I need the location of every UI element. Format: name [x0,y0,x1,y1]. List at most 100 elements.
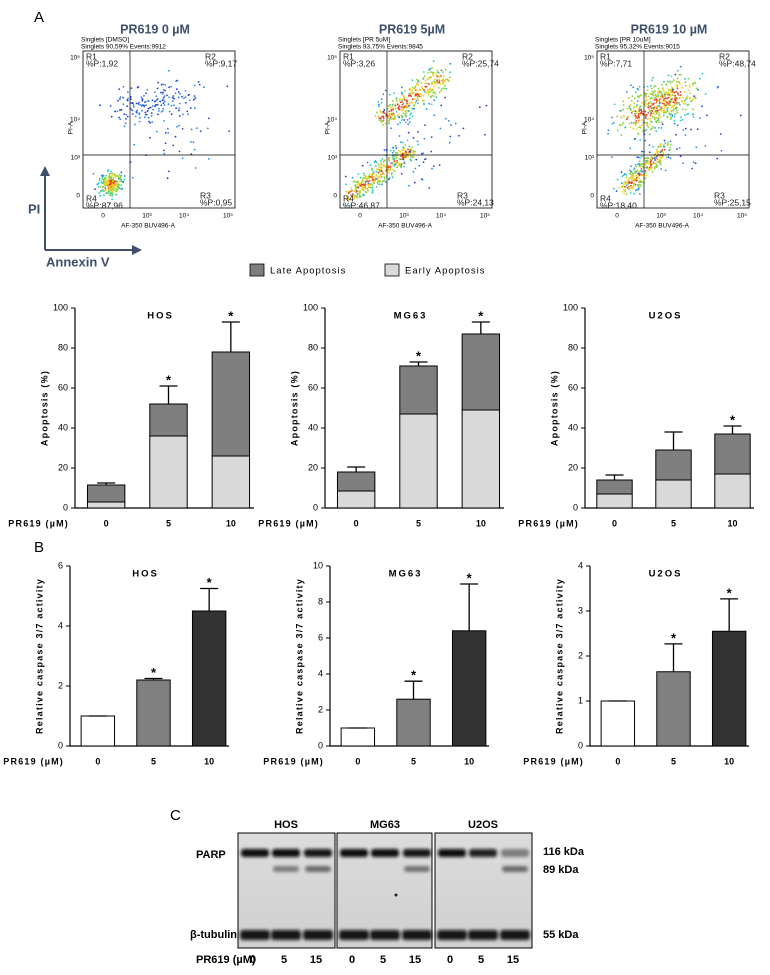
event-dot [624,185,626,188]
event-dot [160,83,163,86]
event-dot [141,109,143,112]
event-dot [706,114,708,117]
event-dot [652,97,654,100]
event-dot [181,127,184,130]
event-dot [631,171,633,174]
gate-label: Singlets [PR 10uM] [595,37,651,44]
event-dot [646,85,649,88]
event-dot [660,168,663,170]
event-dot [408,184,410,187]
event-dot [629,104,632,106]
event-dot [655,105,658,108]
bar [396,698,431,747]
event-dot [203,86,205,89]
event-dot [640,124,643,126]
event-dot [679,155,682,158]
event-dot [207,158,210,160]
event-dot [429,67,432,70]
event-dot [104,177,106,179]
event-dot [378,166,380,168]
event-dot [656,158,659,161]
event-dot [621,190,624,193]
event-dot [106,185,109,188]
event-dot [681,118,684,121]
event-dot [168,86,171,89]
event-dot [637,132,639,135]
y-axis-label: Relative caspase 3/7 activity [554,578,564,734]
event-dot [624,180,627,183]
event-dot [657,90,659,93]
event-dot [171,96,174,99]
event-dot [652,145,654,148]
y-tick-label: 0 [573,502,578,512]
event-dot [651,110,654,112]
event-dot [420,81,423,84]
event-dot [665,91,668,94]
event-dot [371,191,374,193]
event-dot [442,83,444,85]
y-tick-label: 4 [578,560,583,570]
event-dot [131,109,134,112]
significance-mark: * [207,575,213,590]
event-dot [644,129,647,132]
event-dot [410,101,412,104]
event-dot [178,109,180,112]
bar-segment [336,471,376,492]
event-dot [628,179,630,182]
y-tick-label: 20 [568,462,578,472]
event-dot [380,160,382,162]
event-dot [676,86,679,88]
event-dot [424,85,427,88]
x-tick-label: 5 [416,518,421,528]
event-dot [398,98,401,101]
event-dot [716,86,719,89]
band [468,930,498,940]
event-dot [371,189,374,192]
event-dot [442,71,444,73]
event-dot [111,186,113,189]
event-dot [418,81,421,84]
event-dot [110,170,112,173]
event-dot [639,127,642,129]
event-dot [634,138,636,140]
event-dot [655,112,658,115]
y-axis-label: Apoptosis (%) [549,370,559,446]
event-dot [390,127,392,130]
event-dot [656,148,658,151]
event-dot [407,123,410,126]
event-dot [643,92,646,95]
event-dot [651,90,654,93]
event-dot [634,124,637,127]
event-dot [644,113,647,116]
event-dot [108,191,111,194]
event-dot [439,127,442,130]
event-dot [177,96,180,99]
x-tick-label: 5 [151,756,156,766]
event-dot [408,92,411,95]
quadrant-name: R2 [719,51,730,61]
event-dot [629,147,632,150]
event-dot [408,117,411,120]
axis-arrow-label: Annexin V [46,254,110,269]
event-dot [400,163,403,166]
x-tick-label: 0 [354,518,359,528]
event-dot [141,98,144,101]
event-dot [620,116,623,119]
event-dot [653,166,656,169]
event-dot [353,190,356,193]
event-dot [122,103,125,106]
bar-segment [399,365,438,415]
event-dot [388,171,390,174]
event-dot [622,108,625,111]
bar-segment [211,455,251,509]
event-dot [108,172,111,175]
event-dot [434,82,437,85]
event-dot [411,107,414,110]
event-dot [371,179,374,182]
event-dot [409,114,412,116]
x-tick-label: 5 [671,756,676,766]
event-dot [666,101,668,104]
event-dot [391,157,394,159]
event-dot [409,151,412,153]
event-dot [655,117,658,119]
